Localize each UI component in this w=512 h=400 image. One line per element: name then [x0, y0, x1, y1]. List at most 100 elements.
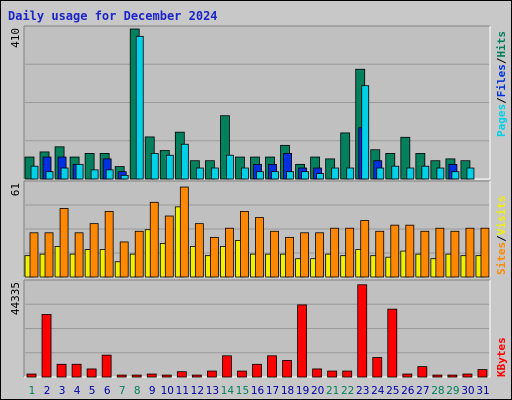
day-label: 4: [74, 385, 81, 397]
day-label: 21: [326, 385, 339, 397]
kbytes-bar: [146, 373, 157, 378]
panel-top: 410: [9, 25, 491, 180]
day-label: 13: [206, 385, 219, 397]
kbytes-bar: [176, 371, 187, 378]
pages-bar: [241, 167, 249, 180]
sites-bar: [270, 230, 279, 278]
pages-bar: [90, 169, 99, 180]
kbytes-bar: [131, 374, 142, 378]
pages-bar: [451, 171, 460, 180]
pages-bar: [195, 167, 204, 180]
day-label: 7: [119, 385, 126, 397]
day-label: 3: [59, 385, 66, 397]
sites-bar: [315, 232, 325, 278]
sites-bar: [134, 230, 144, 278]
kbytes-bar: [237, 370, 247, 378]
sites-bar: [405, 224, 415, 278]
day-label: 20: [311, 385, 324, 397]
kbytes-bar: [101, 354, 112, 378]
hits-bar: [400, 136, 411, 180]
sites-bar: [44, 232, 54, 278]
pages-bar: [60, 167, 69, 180]
sites-bar: [59, 207, 69, 278]
pages-bar: [286, 171, 294, 180]
kbytes-bar: [191, 374, 202, 378]
pages-bar: [150, 152, 159, 180]
day-label: 26: [401, 385, 415, 397]
day-label: 27: [416, 385, 429, 397]
pages-bar: [301, 171, 309, 180]
day-label: 9: [149, 385, 156, 397]
sites-bar: [255, 217, 264, 278]
day-label: 25: [386, 385, 399, 397]
pages-bar: [210, 167, 219, 180]
hits-bar: [340, 132, 351, 180]
legend-entry: Pages: [495, 104, 508, 137]
legend: Pages/Files/Hits: [495, 31, 508, 137]
kbytes-bar: [161, 374, 172, 378]
pages-bar: [120, 174, 129, 180]
pages-bar: [75, 163, 84, 180]
pages-bar: [45, 171, 54, 180]
kbytes-bar: [372, 357, 383, 378]
pages-bar: [391, 165, 400, 180]
day-label: 14: [221, 385, 235, 397]
sites-bar: [345, 227, 355, 278]
day-label: 28: [431, 385, 444, 397]
pages-bar: [180, 143, 189, 180]
kbytes-bar: [342, 370, 353, 378]
pages-bar: [30, 165, 39, 180]
day-label: 30: [461, 385, 474, 397]
panel-middle: 61: [9, 180, 491, 278]
kbytes-bar: [402, 373, 413, 378]
day-label: 16: [251, 385, 265, 397]
kbytes-bar: [312, 368, 323, 378]
kbytes-bar: [56, 363, 67, 378]
y-max-label: 61: [9, 183, 22, 196]
kbytes-bar: [116, 374, 127, 378]
kbytes-bar: [86, 368, 97, 378]
sites-bar: [89, 223, 99, 278]
kbytes-bar: [297, 304, 307, 378]
kbytes-bar: [267, 355, 277, 378]
hits-bar: [220, 115, 230, 180]
sites-bar: [480, 227, 490, 278]
kbytes-bar: [447, 374, 458, 378]
kbytes-bar: [282, 360, 292, 378]
pages-bar: [226, 154, 234, 180]
day-label: 23: [356, 385, 369, 397]
sites-bar: [450, 230, 460, 278]
pages-bar: [165, 154, 174, 180]
kbytes-bar: [71, 363, 82, 378]
y-max-label: 410: [9, 28, 22, 48]
day-label: 2: [44, 385, 51, 397]
sites-bar: [119, 241, 129, 278]
pages-bar: [466, 167, 475, 180]
legend-entry: Files: [495, 64, 508, 97]
day-label: 5: [89, 385, 96, 397]
sites-bar: [300, 232, 309, 278]
pages-bar: [361, 85, 370, 180]
legend-entry: Hits: [495, 31, 508, 58]
kbytes-bar: [206, 370, 217, 378]
pages-bar: [406, 167, 415, 180]
sites-bar: [375, 230, 385, 278]
sites-bar: [465, 227, 475, 278]
day-label: 8: [134, 385, 141, 397]
sites-bar: [29, 232, 39, 278]
legend-entry: Visits: [495, 196, 508, 236]
legend-separator: /: [495, 57, 508, 64]
sites-bar: [285, 236, 294, 278]
day-label: 24: [371, 385, 385, 397]
sites-bar: [74, 232, 84, 278]
sites-bar: [390, 224, 400, 278]
legend-separator: /: [495, 97, 508, 104]
pages-bar: [256, 171, 264, 180]
day-label: 15: [236, 385, 249, 397]
legend: KBytes: [495, 337, 508, 377]
kbytes-bar: [327, 370, 338, 378]
kbytes-bar: [462, 373, 473, 378]
kbytes-bar: [222, 355, 232, 378]
sites-bar: [209, 236, 219, 278]
